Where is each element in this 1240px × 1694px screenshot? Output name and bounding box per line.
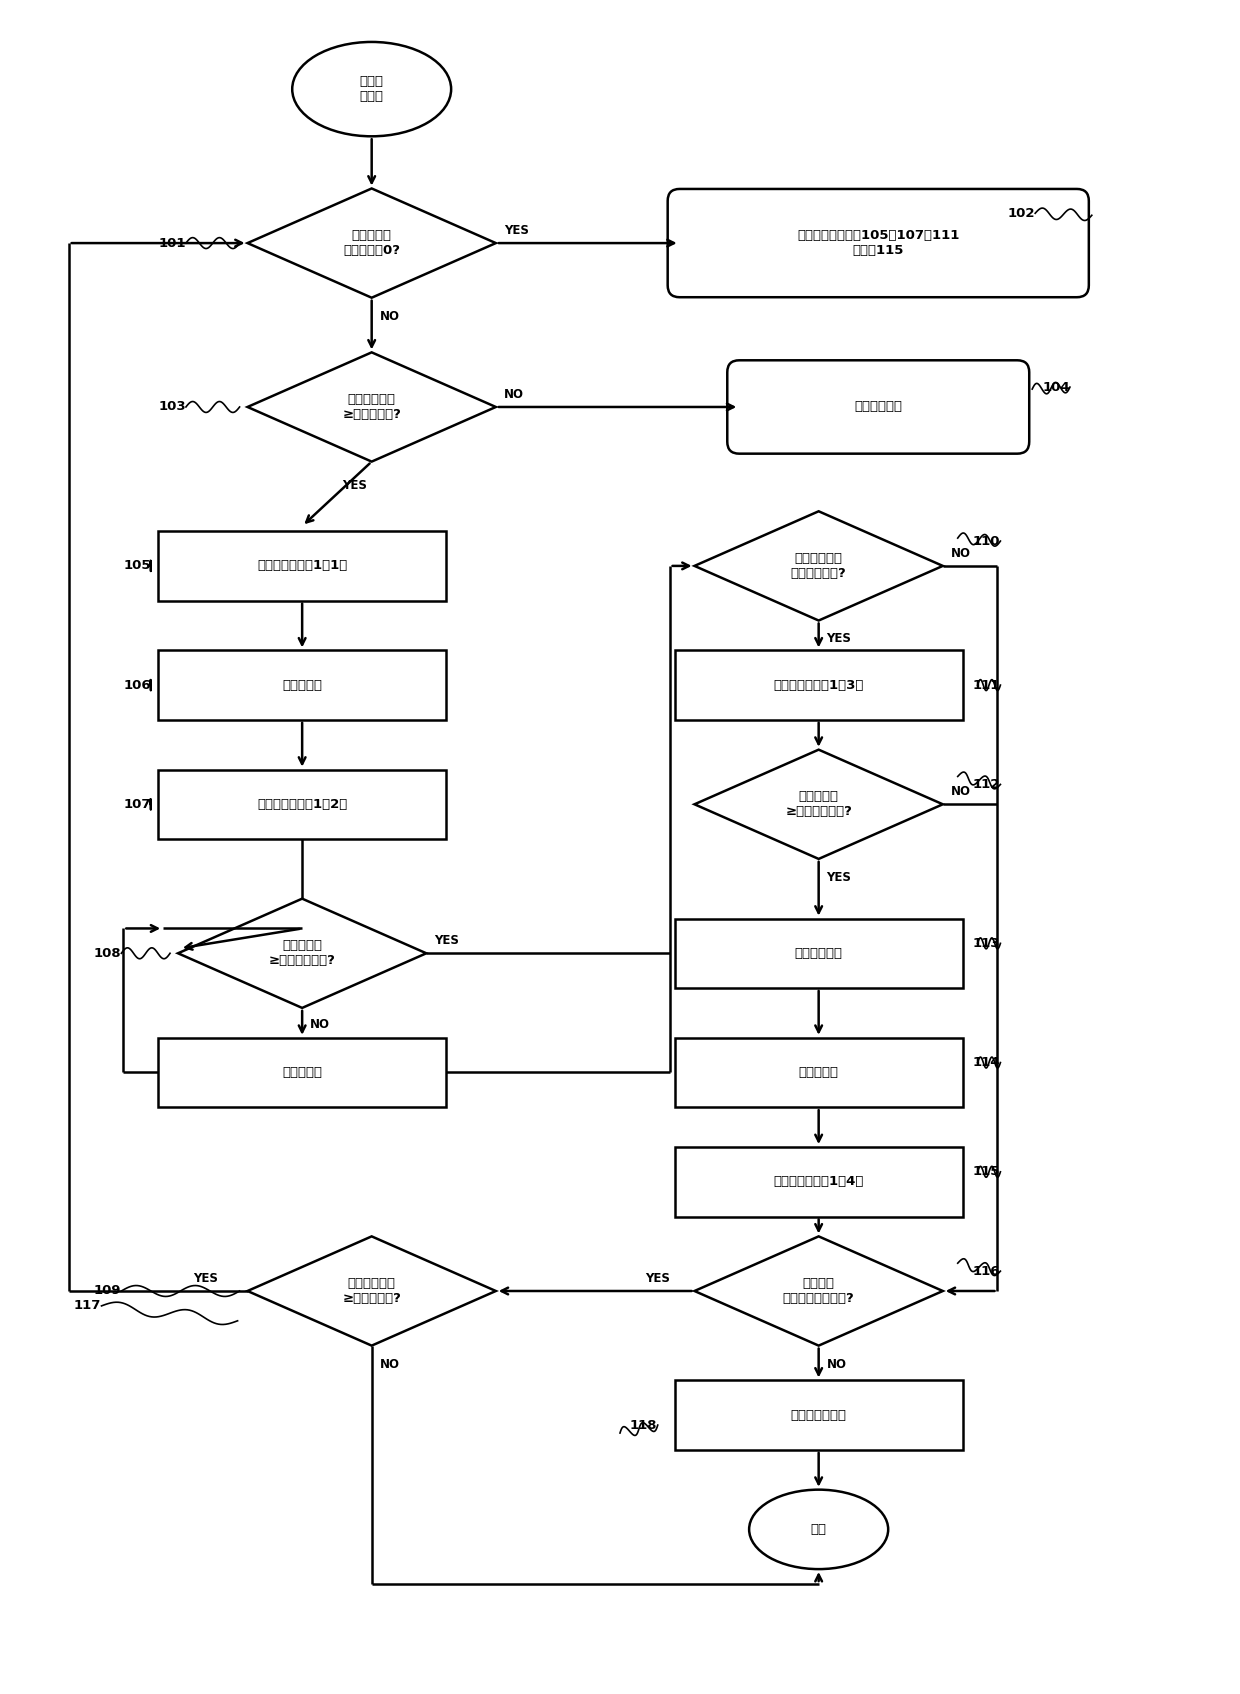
Bar — [159, 650, 446, 720]
Text: YES: YES — [193, 1272, 218, 1286]
Text: 116: 116 — [972, 1265, 1001, 1277]
Text: NO: NO — [951, 547, 971, 561]
Text: 加热器标志增加1（2）: 加热器标志增加1（2） — [257, 798, 347, 811]
Bar — [675, 1381, 962, 1450]
Text: 清除加热器标志: 清除加热器标志 — [791, 1409, 847, 1421]
Bar — [675, 1147, 962, 1216]
Text: 106: 106 — [123, 679, 151, 691]
Text: NO: NO — [379, 310, 399, 322]
Text: 114: 114 — [972, 1055, 1001, 1069]
Text: 112: 112 — [972, 778, 999, 791]
Text: 蒸发器温度
≥最高设定温度?: 蒸发器温度 ≥最高设定温度? — [269, 938, 336, 967]
Text: 断开加热器: 断开加热器 — [799, 1066, 838, 1079]
Text: 接通加热器: 接通加热器 — [283, 1066, 322, 1079]
Text: 加热器标志增加1（3）: 加热器标志增加1（3） — [774, 679, 864, 691]
Text: 108: 108 — [93, 947, 122, 960]
Bar — [675, 1038, 962, 1108]
Text: 109: 109 — [93, 1284, 122, 1298]
Text: 检查是否
计算延迟设定时间?: 检查是否 计算延迟设定时间? — [782, 1277, 854, 1304]
Text: NO: NO — [503, 388, 523, 401]
Text: 加热过
程开始: 加热过 程开始 — [360, 75, 383, 103]
Bar — [159, 1038, 446, 1108]
Text: 117: 117 — [73, 1299, 102, 1313]
Text: 计算延迟时间: 计算延迟时间 — [795, 947, 843, 960]
Bar — [675, 918, 962, 988]
Bar — [159, 532, 446, 601]
Text: NO: NO — [951, 786, 971, 798]
Text: 113: 113 — [972, 937, 1001, 950]
Text: YES: YES — [827, 632, 852, 645]
Text: 101: 101 — [159, 237, 186, 249]
Text: 改变冷却过程: 改变冷却过程 — [854, 400, 903, 413]
Text: 105: 105 — [123, 559, 151, 573]
Bar — [675, 650, 962, 720]
Text: 检查加热器
标志是否为0?: 检查加热器 标志是否为0? — [343, 229, 401, 257]
Text: 检查是否计算
延迟设定时间?: 检查是否计算 延迟设定时间? — [791, 552, 847, 579]
Text: 107: 107 — [123, 798, 151, 811]
Text: 115: 115 — [972, 1165, 999, 1179]
Text: NO: NO — [379, 1357, 399, 1370]
Text: 可选择地跳到步骤105、107、111
或步骤115: 可选择地跳到步骤105、107、111 或步骤115 — [797, 229, 960, 257]
Text: 蒸发器温度
≥最高设定温度?: 蒸发器温度 ≥最高设定温度? — [785, 791, 852, 818]
Bar — [159, 769, 446, 839]
Text: YES: YES — [342, 479, 367, 493]
Text: YES: YES — [645, 1272, 670, 1286]
Text: 最低设定温度
≥蒸发器温度?: 最低设定温度 ≥蒸发器温度? — [342, 1277, 401, 1304]
Text: NO: NO — [827, 1357, 847, 1370]
Text: 加热器标志增加1（1）: 加热器标志增加1（1） — [257, 559, 347, 573]
Text: YES: YES — [503, 224, 528, 237]
Text: 111: 111 — [972, 679, 999, 691]
Text: 104: 104 — [1042, 381, 1070, 393]
Text: 102: 102 — [1007, 207, 1035, 220]
Text: 118: 118 — [630, 1418, 657, 1431]
Text: 最低设定温度
≥蒸发器温度?: 最低设定温度 ≥蒸发器温度? — [342, 393, 401, 422]
Text: YES: YES — [827, 871, 852, 884]
Text: 103: 103 — [159, 400, 186, 413]
Text: 加热器标志增加1（4）: 加热器标志增加1（4） — [774, 1176, 864, 1187]
Text: 返回: 返回 — [811, 1523, 827, 1536]
Text: NO: NO — [310, 1018, 330, 1032]
Text: 110: 110 — [972, 535, 1001, 547]
Text: YES: YES — [434, 935, 459, 947]
Text: 断开压缩机: 断开压缩机 — [283, 679, 322, 691]
